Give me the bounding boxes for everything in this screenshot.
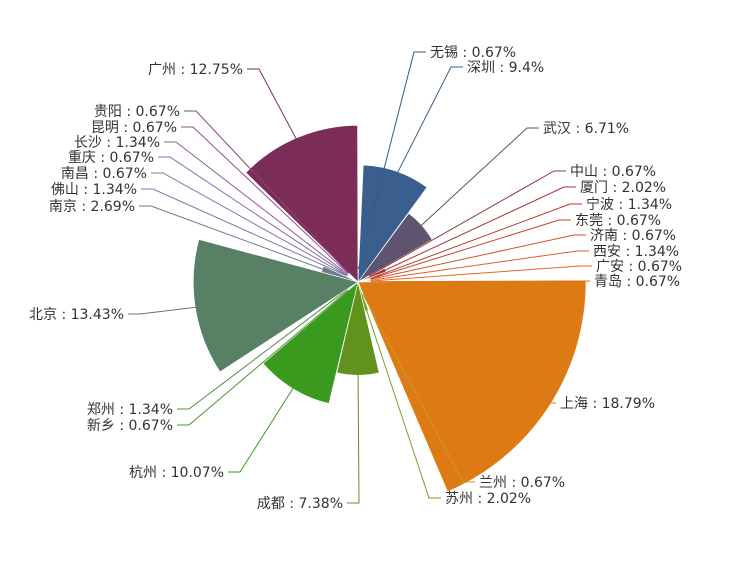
slice-label-厦门: 厦门 : 2.02% [580,180,666,196]
leader-line-广州 [247,68,303,150]
slice-label-青岛: 青岛 : 0.67% [594,274,680,290]
leader-line-group [128,51,592,504]
leader-line-东莞 [370,219,571,280]
slice-label-广安: 广安 : 0.67% [596,259,682,275]
slice-label-成都: 成都 : 7.38% [257,496,343,512]
leader-line-厦门 [383,186,576,272]
slice-label-上海: 上海 : 18.79% [560,396,655,412]
slice-group [193,125,587,493]
leader-line-佛山 [141,188,341,274]
leader-line-昆明 [181,126,349,274]
leader-line-南昌 [151,172,348,276]
leader-line-深圳 [393,66,463,181]
slice-label-苏州: 苏州 : 2.02% [445,491,531,507]
slice-label-南京: 南京 : 2.69% [49,199,135,215]
slice-label-贵阳: 贵阳 : 0.67% [94,104,180,120]
leader-line-无锡 [357,51,426,270]
slice-广州[interactable] [245,125,359,283]
slice-label-济南: 济南 : 0.67% [590,228,676,244]
slice-上海[interactable] [357,279,587,493]
slice-label-昆明: 昆明 : 0.67% [91,120,177,136]
label-group: 无锡 : 0.67%深圳 : 9.4% 武汉 : 6.71% 中山 : 0.67%厦… [29,45,682,512]
slice-label-杭州: 杭州 : 10.07% [129,465,224,481]
leader-line-青岛 [370,280,590,283]
leader-line-长沙 [164,141,343,271]
slice-label-无锡: 无锡 : 0.67% [430,45,516,61]
slice-北京[interactable] [193,239,359,373]
leader-line-兰州 [362,293,475,483]
slice-label-西安: 西安 : 1.34% [593,244,679,260]
leader-line-西安 [377,250,589,280]
slice-label-新乡: 新乡 : 0.67% [87,418,173,434]
leader-line-成都 [347,367,360,504]
slice-label-兰州: 兰州 : 0.67% [479,475,565,491]
leader-line-贵阳 [184,110,349,274]
leader-line-北京 [128,305,209,315]
slice-label-南昌: 南昌 : 0.67% [61,166,147,182]
slice-label-北京: 北京 : 13.43% [29,307,124,323]
slice-label-武汉: 武汉 : 6.71% [543,121,629,137]
slice-label-广州: 广州 : 12.75% [148,62,243,78]
slice-label-重庆: 重庆 : 0.67% [68,150,154,166]
slice-label-长沙: 长沙 : 1.34% [74,135,160,151]
leader-line-苏州 [365,308,441,499]
slice-label-郑州: 郑州 : 1.34% [87,402,173,418]
slice-label-东莞: 东莞 : 0.67% [575,213,661,229]
leader-line-济南 [370,234,586,280]
leader-line-杭州 [228,379,299,473]
leader-line-郑州 [177,293,342,410]
leader-line-重庆 [158,156,348,276]
slice-label-佛山: 佛山 : 1.34% [51,182,137,198]
leader-line-新乡 [177,289,349,426]
leader-line-中山 [369,170,566,277]
slice-label-深圳: 深圳 : 9.4% [467,60,544,76]
leader-line-南京 [139,205,326,271]
slice-label-中山: 中山 : 0.67% [570,164,656,180]
slice-label-宁波: 宁波 : 1.34% [586,196,672,213]
leader-line-广安 [370,265,592,282]
leader-line-武汉 [416,127,539,231]
leader-line-上海 [533,396,556,404]
slice-深圳[interactable] [357,164,428,283]
leader-line-宁波 [377,203,582,277]
